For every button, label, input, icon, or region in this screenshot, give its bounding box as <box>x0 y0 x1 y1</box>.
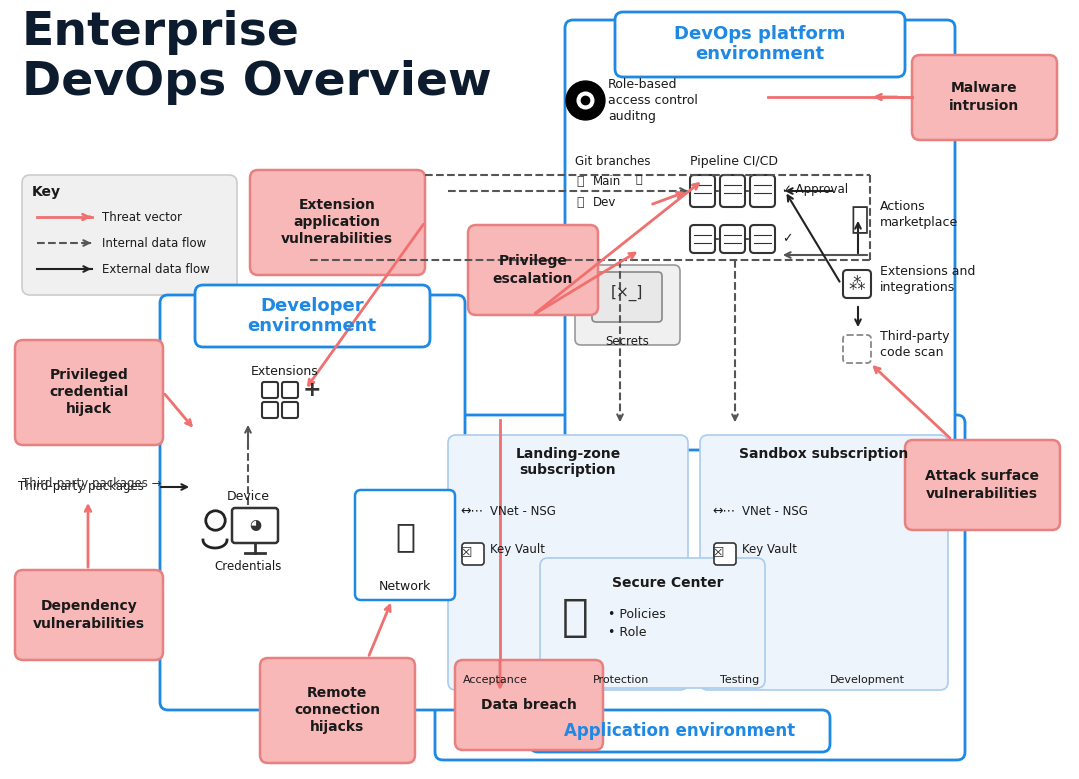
Text: Secure Center: Secure Center <box>612 576 724 590</box>
Text: Third-party packages →: Third-party packages → <box>22 477 162 490</box>
FancyBboxPatch shape <box>22 175 237 295</box>
FancyBboxPatch shape <box>905 440 1060 530</box>
Text: Key: Key <box>32 185 62 199</box>
FancyBboxPatch shape <box>448 435 688 690</box>
Text: ⫙: ⫙ <box>576 175 584 188</box>
Text: Remote
connection
hijacks: Remote connection hijacks <box>293 686 380 735</box>
Text: Protection: Protection <box>593 675 650 685</box>
FancyBboxPatch shape <box>468 225 598 315</box>
Text: Role-based
access control
auditng: Role-based access control auditng <box>607 78 698 123</box>
Text: Internal data flow: Internal data flow <box>103 237 206 250</box>
Text: Extensions and
integrations: Extensions and integrations <box>880 265 975 294</box>
FancyBboxPatch shape <box>15 570 163 660</box>
Text: Extension
application
vulnerabilities: Extension application vulnerabilities <box>281 198 393 246</box>
FancyBboxPatch shape <box>282 402 298 418</box>
Text: External data flow: External data flow <box>103 263 209 276</box>
Text: Testing: Testing <box>720 675 760 685</box>
Text: Data breach: Data breach <box>481 698 577 712</box>
Text: Third-party
code scan: Third-party code scan <box>880 330 950 359</box>
FancyBboxPatch shape <box>262 402 278 418</box>
Text: ✓: ✓ <box>782 232 792 245</box>
Text: ☒: ☒ <box>712 546 724 560</box>
FancyBboxPatch shape <box>232 508 278 543</box>
Text: Privilege
escalation: Privilege escalation <box>493 255 573 286</box>
FancyBboxPatch shape <box>843 270 871 298</box>
Text: ↔⋯: ↔⋯ <box>712 505 735 518</box>
FancyBboxPatch shape <box>462 543 484 565</box>
FancyBboxPatch shape <box>592 272 663 322</box>
Text: ↔⋯: ↔⋯ <box>460 505 483 518</box>
FancyBboxPatch shape <box>260 658 415 763</box>
Text: Main: Main <box>593 175 622 188</box>
Text: Pipeline CI/CD: Pipeline CI/CD <box>689 155 778 168</box>
Text: Landing-zone
subscription: Landing-zone subscription <box>516 447 620 478</box>
FancyBboxPatch shape <box>700 435 948 690</box>
FancyBboxPatch shape <box>689 225 715 253</box>
Text: Development: Development <box>830 675 905 685</box>
Text: Malware
intrusion: Malware intrusion <box>948 81 1020 113</box>
Text: Sandbox subscription: Sandbox subscription <box>739 447 909 461</box>
FancyBboxPatch shape <box>540 558 765 688</box>
FancyBboxPatch shape <box>714 543 736 565</box>
Text: 🛍: 🛍 <box>851 205 869 234</box>
FancyBboxPatch shape <box>720 225 745 253</box>
Text: ☒: ☒ <box>460 546 473 560</box>
Text: Dependency
vulnerabilities: Dependency vulnerabilities <box>33 599 145 631</box>
FancyBboxPatch shape <box>750 175 775 207</box>
Text: VNet - NSG: VNet - NSG <box>742 505 808 518</box>
Text: Acceptance: Acceptance <box>463 675 528 685</box>
FancyBboxPatch shape <box>615 12 905 77</box>
Text: ⫙: ⫙ <box>576 196 584 209</box>
Text: Third-party packages: Third-party packages <box>18 480 144 493</box>
Text: DevOps platform
environment: DevOps platform environment <box>674 25 846 63</box>
FancyBboxPatch shape <box>565 20 955 450</box>
FancyBboxPatch shape <box>689 175 715 207</box>
Text: Network: Network <box>379 580 432 593</box>
FancyBboxPatch shape <box>282 382 298 398</box>
FancyBboxPatch shape <box>355 490 455 600</box>
FancyBboxPatch shape <box>15 340 163 445</box>
Text: ◕: ◕ <box>249 518 261 532</box>
FancyBboxPatch shape <box>530 710 830 752</box>
FancyBboxPatch shape <box>750 225 775 253</box>
FancyBboxPatch shape <box>720 175 745 207</box>
FancyBboxPatch shape <box>262 382 278 398</box>
Text: Dev: Dev <box>593 196 616 209</box>
Text: Secrets: Secrets <box>605 335 648 348</box>
FancyBboxPatch shape <box>160 295 465 710</box>
Text: [×_]: [×_] <box>611 285 643 301</box>
FancyBboxPatch shape <box>912 55 1057 140</box>
Text: Developer
environment: Developer environment <box>247 297 377 336</box>
Text: Attack surface
vulnerabilities: Attack surface vulnerabilities <box>925 470 1039 501</box>
FancyBboxPatch shape <box>575 265 680 345</box>
FancyBboxPatch shape <box>195 285 431 347</box>
Text: Key Vault: Key Vault <box>742 543 797 556</box>
Text: Extensions: Extensions <box>251 365 319 378</box>
FancyBboxPatch shape <box>455 660 603 750</box>
FancyBboxPatch shape <box>435 415 965 760</box>
Text: • Policies
• Role: • Policies • Role <box>607 608 666 639</box>
Text: Threat vector: Threat vector <box>103 211 182 224</box>
Text: +: + <box>303 380 322 400</box>
FancyBboxPatch shape <box>843 335 871 363</box>
Text: Key Vault: Key Vault <box>490 543 545 556</box>
Text: Device: Device <box>227 490 270 503</box>
Text: 🔒: 🔒 <box>636 175 642 185</box>
Text: Privileged
credential
hijack: Privileged credential hijack <box>50 368 128 416</box>
Text: 📶: 📶 <box>395 520 415 553</box>
Text: Enterprise
DevOps Overview: Enterprise DevOps Overview <box>22 10 492 105</box>
FancyBboxPatch shape <box>250 170 425 275</box>
Text: ⛨: ⛨ <box>562 597 588 640</box>
Text: Application environment: Application environment <box>564 722 795 740</box>
Text: Git branches: Git branches <box>575 155 651 168</box>
Text: Actions
marketplace: Actions marketplace <box>880 200 958 229</box>
Text: Credentials: Credentials <box>215 560 282 573</box>
Text: VNet - NSG: VNet - NSG <box>490 505 556 518</box>
Text: ✓ Approval: ✓ Approval <box>782 183 848 196</box>
Text: ⁂: ⁂ <box>849 275 865 293</box>
